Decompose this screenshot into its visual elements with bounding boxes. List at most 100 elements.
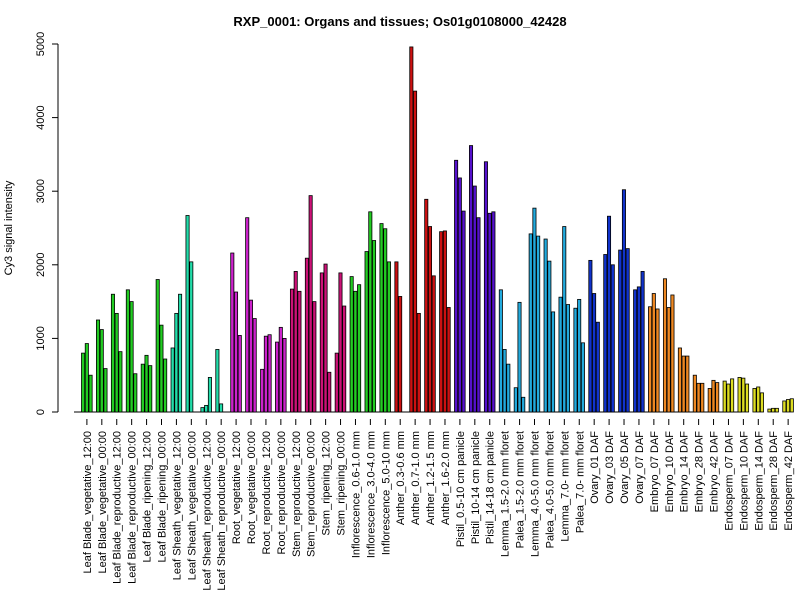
x-tick-label: Endosperm_42 DAF: [783, 431, 795, 531]
bar: [442, 230, 447, 413]
bar: [513, 387, 518, 413]
bar: [655, 308, 660, 413]
bar: [774, 407, 779, 413]
x-tick-label: Leaf Sheath_reproductive_00:00: [216, 431, 228, 591]
x-tick-label: Stem_reproductive_12:00: [291, 431, 303, 557]
bar: [625, 248, 630, 413]
x-tick-label: Anther_1.6-2.0 mm: [440, 431, 452, 525]
bar: [491, 211, 496, 413]
x-tick-label: Leaf Blade_reproductive_12:00: [112, 431, 124, 584]
y-tick-label: 3000: [35, 179, 47, 203]
x-tick-label: Anther_1.2-1.5 mm: [425, 431, 437, 525]
bar: [383, 228, 388, 413]
bar: [342, 305, 347, 413]
bar: [573, 307, 578, 413]
bar: [394, 261, 399, 413]
bar: [726, 383, 731, 413]
bar: [506, 363, 511, 413]
bar: [234, 291, 239, 413]
bar: [353, 290, 358, 413]
bar: [163, 358, 168, 413]
bar: [640, 271, 645, 413]
bar: [670, 294, 675, 413]
x-tick-label: Endosperm_07 DAF: [723, 431, 735, 531]
bar: [252, 318, 257, 413]
bar: [357, 284, 362, 413]
x-tick-label: Palea_4.0-5.0 mm floret: [544, 431, 556, 548]
bar: [140, 363, 145, 413]
bar: [677, 347, 682, 413]
bar: [700, 382, 705, 413]
bar: [439, 231, 444, 413]
x-tick-label: Leaf Sheath_vegetative_00:00: [186, 431, 198, 580]
x-tick-label: Stem_ripening_00:00: [336, 431, 348, 536]
bar: [103, 368, 108, 413]
bar: [323, 263, 328, 413]
bar: [756, 386, 761, 413]
bar: [476, 217, 481, 413]
bar: [263, 335, 268, 413]
x-tick-label: Ovary_03 DAF: [604, 431, 616, 504]
bar: [204, 404, 209, 413]
bar: [207, 377, 212, 413]
x-tick-label: Inflorescence_3.0-4.0 mm: [365, 431, 377, 558]
bar: [416, 312, 421, 413]
x-tick-label: Ovary_01 DAF: [589, 431, 601, 504]
bar: [215, 349, 220, 413]
bar: [427, 226, 432, 413]
bar: [219, 403, 224, 413]
x-tick-label: Lemma_1.5-2.0 mm floret: [500, 431, 512, 557]
bar: [178, 293, 183, 413]
bar: [461, 210, 466, 413]
bar: [99, 329, 104, 413]
bar: [662, 278, 667, 413]
x-tick-label: Endosperm_14 DAF: [753, 431, 765, 531]
bar: [293, 271, 298, 413]
bar: [81, 352, 86, 413]
x-tick-label: Pistil_14-18 cm panicle: [485, 431, 497, 544]
bar: [532, 207, 537, 413]
bars: [74, 46, 794, 413]
bar: [767, 408, 772, 413]
bar: [278, 326, 283, 413]
bar: [707, 388, 712, 413]
bar: [267, 334, 272, 413]
x-tick-label: Leaf Blade_vegetative_00:00: [97, 431, 109, 574]
bar: [386, 261, 391, 413]
chart-title: RXP_0001: Organs and tissues; Os01g01080…: [233, 14, 566, 29]
y-tick-label: 1000: [35, 326, 47, 350]
x-tick-label: Lemma_4.0-5.0 mm floret: [530, 431, 542, 557]
bar: [487, 212, 492, 413]
bar: [133, 373, 138, 413]
x-tick-label: Pistil_10-14 cm panicle: [470, 431, 482, 544]
bar: [312, 301, 317, 413]
bar: [174, 312, 179, 413]
x-tick-label: Root_reproductive_00:00: [276, 431, 288, 555]
x-tick-label: Leaf Blade_ripening_12:00: [142, 431, 154, 563]
x-tick-label: Palea_7.0- mm floret: [574, 431, 586, 533]
bar: [551, 311, 556, 413]
x-tick-label: Embryo_28 DAF: [694, 431, 706, 513]
bar: [711, 379, 716, 413]
bar: [155, 279, 160, 413]
bar: [185, 215, 190, 413]
bar: [588, 259, 593, 413]
bar: [745, 383, 750, 413]
bar: [722, 380, 727, 413]
x-tick-label: Embryo_10 DAF: [664, 431, 676, 513]
bar: [319, 272, 324, 413]
x-tick-label: Ovary_05 DAF: [619, 431, 631, 504]
bar: [536, 235, 541, 413]
x-axis-ticks: Leaf Blade_vegetative_12:00 Leaf Blade_ve…: [82, 419, 795, 591]
bar: [260, 368, 265, 413]
x-tick-label: Root_vegetative_12:00: [231, 431, 243, 544]
bar: [592, 293, 597, 413]
bar: [454, 159, 459, 413]
bar: [469, 145, 474, 413]
x-tick-label: Endosperm_10 DAF: [738, 431, 750, 531]
bar: [379, 223, 384, 413]
bar: [730, 378, 735, 413]
bar: [528, 233, 533, 413]
x-tick-label: Root_vegetative_00:00: [246, 431, 258, 544]
